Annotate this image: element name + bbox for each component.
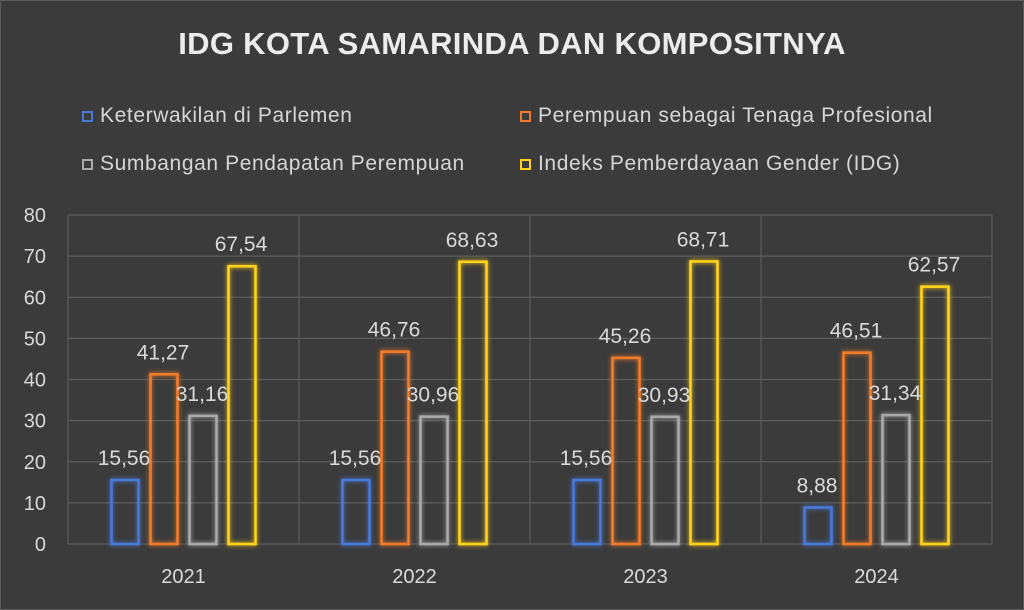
bar-2-2 <box>650 415 680 546</box>
bar-2-1 <box>611 356 641 546</box>
legend-item-idg: Indeks Pemberdayaan Gender (IDG) <box>520 152 900 176</box>
data-label: 46,76 <box>368 319 421 342</box>
bar-1-3 <box>458 260 488 546</box>
bar-0-3 <box>227 264 257 546</box>
bar-1-0 <box>341 478 371 546</box>
y-tick-label: 0 <box>35 534 46 556</box>
y-tick-label: 80 <box>24 205 46 227</box>
bar-3-0 <box>803 506 833 546</box>
data-label: 68,71 <box>677 228 730 251</box>
data-label: 31,16 <box>176 383 229 406</box>
data-label: 46,51 <box>830 320 883 343</box>
y-tick-label: 40 <box>24 370 46 392</box>
y-tick-label: 70 <box>24 246 46 268</box>
data-label: 8,88 <box>797 474 838 497</box>
data-label: 62,57 <box>908 254 961 277</box>
bar-1-2 <box>419 415 449 546</box>
y-tick-label: 10 <box>24 493 46 515</box>
data-label: 15,56 <box>329 447 382 470</box>
chart-title: IDG KOTA SAMARINDA DAN KOMPOSITNYA <box>178 26 846 61</box>
data-label: 68,63 <box>446 229 499 252</box>
legend-swatch-yellow <box>520 158 531 170</box>
legend-item-tenaga-profesional: Perempuan sebagai Tenaga Profesional <box>520 104 933 128</box>
legend-item-sumbangan-pendapatan: Sumbangan Pendapatan Perempuan <box>82 152 465 176</box>
y-tick-label: 20 <box>24 452 46 474</box>
bar-3-3 <box>920 285 950 546</box>
data-label: 41,27 <box>137 341 190 364</box>
legend-swatch-orange <box>520 110 531 122</box>
bar-0-2 <box>188 414 218 546</box>
legend-label: Keterwakilan di Parlemen <box>100 104 353 127</box>
bar-2-3 <box>689 260 719 546</box>
x-category-label: 2021 <box>161 566 206 588</box>
x-category-label: 2022 <box>392 566 437 588</box>
data-label: 15,56 <box>98 447 151 470</box>
data-label: 31,34 <box>869 382 922 405</box>
data-label: 30,96 <box>407 384 460 407</box>
bar-0-0 <box>110 478 140 546</box>
y-tick-label: 60 <box>24 287 46 309</box>
bar-2-0 <box>572 478 602 546</box>
bar-3-2 <box>881 413 911 546</box>
y-tick-label: 50 <box>24 328 46 350</box>
data-label: 30,93 <box>638 384 691 407</box>
legend-label: Sumbangan Pendapatan Perempuan <box>100 152 465 175</box>
bar-0-1 <box>149 372 179 546</box>
bar-1-1 <box>380 350 410 546</box>
bar-3-1 <box>842 351 872 546</box>
data-label: 15,56 <box>560 447 613 470</box>
legend-label: Indeks Pemberdayaan Gender (IDG) <box>538 152 901 175</box>
x-category-label: 2023 <box>623 566 668 588</box>
legend-label: Perempuan sebagai Tenaga Profesional <box>538 104 933 127</box>
data-label: 67,54 <box>215 233 268 256</box>
legend-swatch-blue <box>82 110 93 122</box>
legend-swatch-gray <box>82 158 93 170</box>
y-tick-label: 30 <box>24 411 46 433</box>
data-label: 45,26 <box>599 325 652 348</box>
x-category-label: 2024 <box>854 566 899 588</box>
legend-item-keterwakilan: Keterwakilan di Parlemen <box>82 104 353 128</box>
